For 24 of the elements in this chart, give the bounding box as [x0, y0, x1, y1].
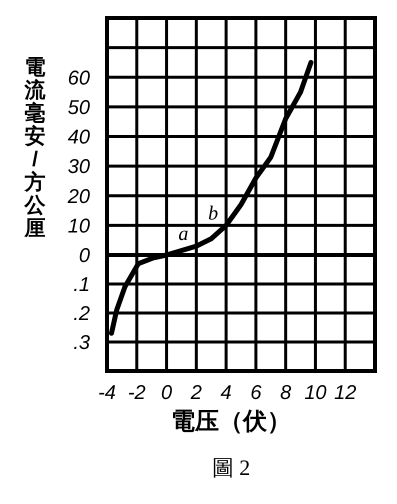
y-tick-label: 30	[68, 156, 90, 178]
y-tick-label: 20	[66, 186, 90, 208]
y-tick-label: .2	[73, 303, 90, 325]
annotation: b	[208, 202, 218, 224]
y-tick-label: .3	[73, 332, 90, 354]
y-tick-label: 40	[68, 126, 90, 148]
y-tick-label: 50	[68, 96, 90, 119]
x-tick-label: 6	[250, 382, 262, 404]
y-tick-label: 0	[78, 245, 90, 267]
x-tick-label: 2	[190, 382, 202, 404]
y-tick-label: 10	[68, 215, 90, 238]
x-tick-label: 0	[160, 382, 172, 404]
x-tick-label: -2	[128, 382, 146, 404]
x-tick-label: -4	[98, 382, 116, 404]
annotation: a	[178, 223, 188, 246]
caption: 圖 2	[212, 455, 250, 480]
y-axis-title: 電流毫安/方公厘	[24, 56, 46, 240]
y-tick-label: 60	[68, 67, 90, 90]
x-tick-label: 8	[280, 382, 292, 404]
x-tick-label: 12	[334, 382, 356, 404]
y-tick-label: .1	[73, 274, 90, 296]
x-axis-title: 電压（伏）	[171, 408, 291, 435]
x-tick-label: 4	[220, 382, 232, 404]
x-tick-label: 10	[304, 382, 327, 404]
